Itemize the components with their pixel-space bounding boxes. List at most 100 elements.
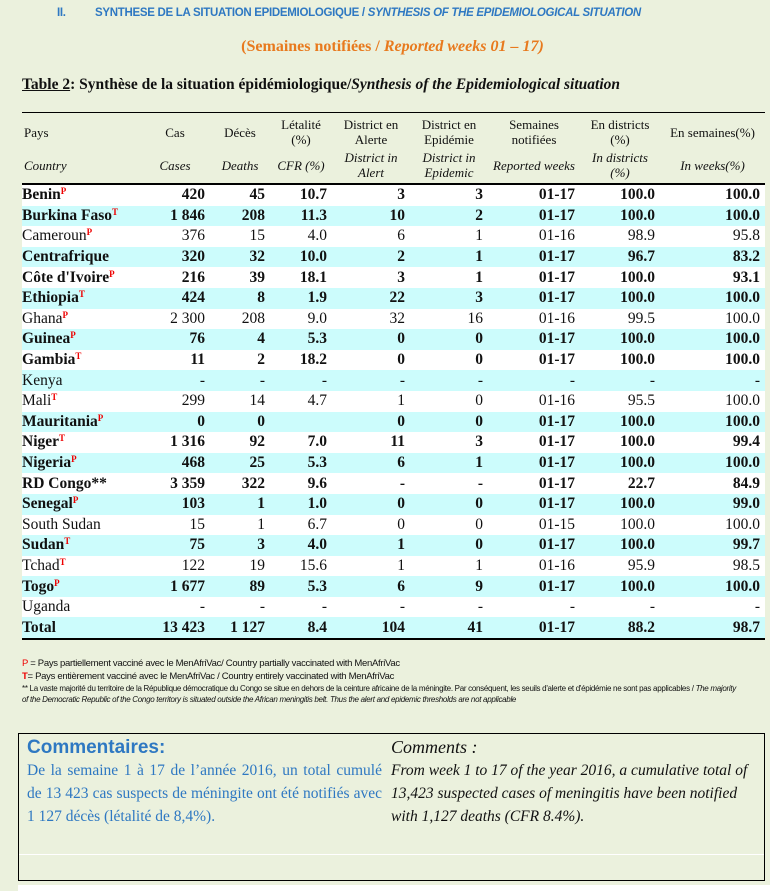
- value-cell: 9: [475, 577, 483, 595]
- value-cell: 98.5: [732, 556, 760, 574]
- value-cell: 3: [257, 536, 265, 554]
- value-cell: 100.0: [620, 454, 655, 472]
- value-cell: 320: [181, 248, 205, 266]
- value-cell: 104: [381, 618, 405, 636]
- value-cell: 01-17: [538, 206, 575, 224]
- value-cell: -: [399, 598, 405, 616]
- country-cell: TchadT: [22, 556, 140, 577]
- value-cell: 10.0: [299, 248, 327, 266]
- value-cell: 01-17: [538, 330, 575, 348]
- value-cell: 8: [257, 289, 265, 307]
- value-cell: 93.1: [732, 268, 760, 286]
- subtitle-fr: (Semaines notifiées /: [241, 38, 384, 55]
- value-cell: -: [569, 371, 575, 389]
- table-title-fr: : Synthèse de la situation épidémiologiq…: [70, 76, 352, 93]
- value-cell: 11.3: [300, 206, 327, 224]
- value-cell: 01-17: [538, 289, 575, 307]
- vaccination-marker: P: [70, 330, 76, 341]
- comments-box: Commentaires: De la semaine 1 à 17 de l’…: [18, 733, 765, 881]
- country-cell: TogoP: [22, 576, 140, 597]
- country-name: Uganda: [22, 598, 71, 616]
- country-cell: GambiaT: [22, 350, 140, 371]
- comments-fr: Commentaires: De la semaine 1 à 17 de l’…: [27, 736, 382, 828]
- value-cell: 3: [475, 186, 483, 204]
- value-cell: 1 127: [230, 618, 265, 636]
- column-header: Létalité (%) CFR (%): [270, 112, 332, 184]
- vaccination-marker: T: [64, 536, 71, 547]
- value-cell: 100.0: [620, 433, 655, 451]
- table-row: NigerT 1 316 92 7.0 11 3 01-17 100.0 99.4: [22, 432, 765, 453]
- table-row: GhanaP 2 300 208 9.0 32 16 01-16 99.5 100.0: [22, 309, 765, 330]
- country-name: Senegal: [22, 495, 73, 513]
- value-cell: 424: [181, 289, 205, 307]
- country-cell: Centrafrique: [22, 247, 140, 268]
- country-name: Total: [22, 618, 56, 636]
- value-cell: 100.0: [725, 412, 760, 430]
- p-key: P: [22, 658, 28, 669]
- value-cell: 3: [397, 186, 405, 204]
- column-header: Pays Country: [22, 112, 140, 184]
- value-cell: 216: [181, 268, 205, 286]
- value-cell: 376: [181, 227, 205, 245]
- section-number: II.: [57, 7, 66, 19]
- table-row: Burkina FasoT 1 846 208 11.3 10 2 01-17 100.0 10…: [22, 205, 765, 227]
- value-cell: 468: [181, 454, 205, 472]
- column-header: District en Epidémie District in Epidemic: [410, 112, 488, 184]
- value-cell: 4.7: [307, 392, 327, 410]
- value-cell: 10.7: [299, 186, 327, 204]
- vaccination-marker: P: [97, 412, 104, 423]
- value-cell: 0: [475, 330, 483, 348]
- country-cell: Côte d'IvoireP: [22, 267, 140, 288]
- value-cell: 2: [257, 351, 265, 369]
- value-cell: 11: [190, 351, 205, 369]
- country-name: Benin: [22, 186, 61, 204]
- value-cell: 76: [189, 330, 206, 348]
- value-cell: 1: [397, 556, 405, 574]
- value-cell: 1: [397, 536, 405, 554]
- footnotes: P = Pays partiellement vacciné avec le M…: [22, 657, 742, 705]
- value-cell: 7.0: [307, 433, 327, 451]
- value-cell: 2 300: [170, 309, 205, 327]
- country-name: Mauritania: [22, 412, 98, 430]
- country-cell: Kenya: [22, 370, 140, 391]
- country-name: Burkina Faso: [22, 206, 113, 224]
- value-cell: 1: [475, 556, 483, 574]
- table-row: Kenya - - - - - - - -: [22, 370, 765, 391]
- value-cell: 01-17: [538, 474, 575, 492]
- value-cell: 122: [181, 556, 205, 574]
- p-note: = Pays partiellement vacciné avec le Men…: [27, 658, 400, 669]
- value-cell: 100.0: [725, 289, 760, 307]
- table-row: TogoP 1 677 89 5.3 6 9 01-17 100.0 100.0: [22, 576, 765, 597]
- value-cell: 100.0: [620, 206, 655, 224]
- table-row: GambiaT 11 2 18.2 0 0 01-17 100.0 100.0: [22, 350, 765, 371]
- value-cell: 95.5: [627, 392, 655, 410]
- comments-en: Comments : From week 1 to 17 of the year…: [391, 736, 763, 828]
- header-en: Deaths: [221, 157, 259, 173]
- value-cell: 420: [181, 186, 205, 204]
- value-cell: 01-16: [538, 309, 575, 327]
- value-cell: 100.0: [725, 309, 760, 327]
- country-name: Ghana: [22, 309, 63, 327]
- table-row: Côte d'IvoireP 216 39 18.1 3 1 01-17 100.0 93.1: [22, 267, 765, 288]
- vaccination-marker: T: [51, 392, 58, 403]
- country-name: Centrafrique: [22, 248, 109, 266]
- divider: [19, 854, 764, 855]
- value-cell: 1: [397, 392, 405, 410]
- t-key: T: [22, 671, 28, 682]
- country-name: Guinea: [22, 330, 71, 348]
- value-cell: 100.0: [620, 536, 655, 554]
- value-cell: 01-16: [538, 556, 575, 574]
- header-en: In districts (%): [592, 150, 648, 180]
- value-cell: 18.2: [299, 351, 327, 369]
- header-fr: Cas: [165, 124, 185, 140]
- value-cell: 0: [475, 392, 483, 410]
- comments-fr-text: De la semaine 1 à 17 de l’année 2016, un…: [27, 762, 382, 825]
- value-cell: -: [649, 371, 655, 389]
- country-name: Mali: [22, 392, 52, 410]
- value-cell: 92: [249, 433, 266, 451]
- value-cell: -: [399, 371, 405, 389]
- table-row: MaliT 299 14 4.7 1 0 01-16 95.5 100.0: [22, 391, 765, 412]
- header-en: Reported weeks: [493, 157, 575, 173]
- country-cell: GhanaP: [22, 309, 140, 330]
- header-en: Country: [24, 157, 67, 173]
